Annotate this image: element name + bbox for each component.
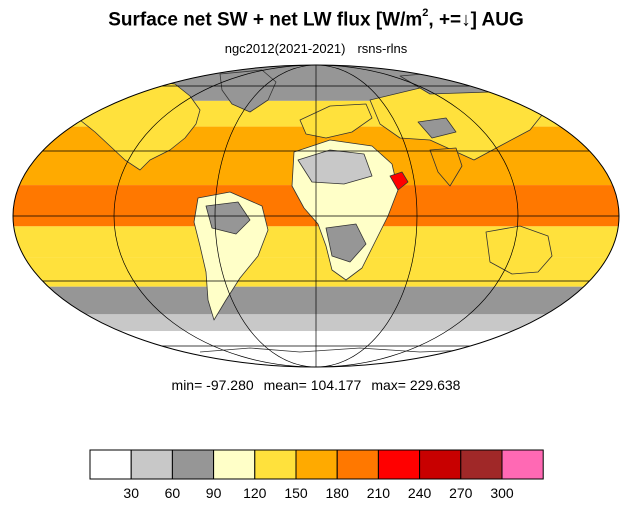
colorbar-box-9 — [460, 449, 503, 480]
colorbar-tick-label-2: 90 — [206, 485, 222, 501]
australia-region — [485, 225, 553, 275]
colorbar-tick-label-3: 120 — [243, 485, 267, 501]
colorbar-box-3 — [213, 449, 256, 480]
stat-mean: mean= 104.177 — [263, 377, 362, 393]
colorbar-tick-label-6: 210 — [367, 485, 391, 501]
colorbar-box-10 — [501, 449, 544, 480]
greenland-region — [219, 69, 277, 113]
plot-title: Surface net SW + net LW flux [W/m2, +=↓]… — [108, 7, 524, 31]
colorbar-box-2 — [171, 449, 215, 480]
stat-min: min= -97.280 — [171, 377, 254, 393]
red-sea-hotspot — [389, 171, 409, 191]
meridian-60 — [214, 65, 418, 367]
colorbar-box-6 — [336, 449, 379, 480]
colorbar-box-7 — [377, 449, 421, 480]
subtitle-variable: rsns-rlns — [357, 41, 408, 56]
colorbar-box-1 — [130, 449, 173, 480]
colorbar-box-0 — [89, 449, 132, 480]
land-regions — [59, 69, 553, 353]
amazon-region — [205, 201, 251, 235]
antarctica-outline — [199, 347, 471, 353]
europe-region — [299, 103, 373, 139]
stat-max: max= 229.638 — [371, 377, 461, 393]
sahara-region — [297, 149, 373, 185]
india-region — [429, 147, 463, 187]
colorbar-box-5 — [295, 449, 338, 480]
colorbar-tick-label-0: 30 — [123, 485, 139, 501]
plot-subtitle: ngc2012(2021-2021) rsns-rlns — [0, 41, 632, 56]
colorbar-tick-label-7: 240 — [408, 485, 432, 501]
subtitle-case: ngc2012(2021-2021) — [224, 41, 346, 56]
colorbar-boxes — [89, 449, 544, 480]
meridian-120 — [113, 65, 519, 367]
colorbar-box-8 — [419, 449, 462, 480]
statistics-line: min= -97.280 mean= 104.177 max= 229.638 — [0, 377, 632, 393]
map-border — [12, 64, 620, 368]
colorbar-tick-label-1: 60 — [165, 485, 181, 501]
colorbar-tick-label-9: 300 — [490, 485, 514, 501]
colorbar-tick-label-8: 270 — [449, 485, 473, 501]
tibet-region — [417, 117, 457, 139]
colorbar-tick-label-4: 150 — [284, 485, 308, 501]
colorbar-box-4 — [254, 449, 297, 480]
colorbar-labels: 30 60 90 120 150 180 210 240 270 300 — [123, 485, 513, 501]
colorbar-tick-label-5: 180 — [326, 485, 350, 501]
central-africa-region — [325, 223, 367, 263]
